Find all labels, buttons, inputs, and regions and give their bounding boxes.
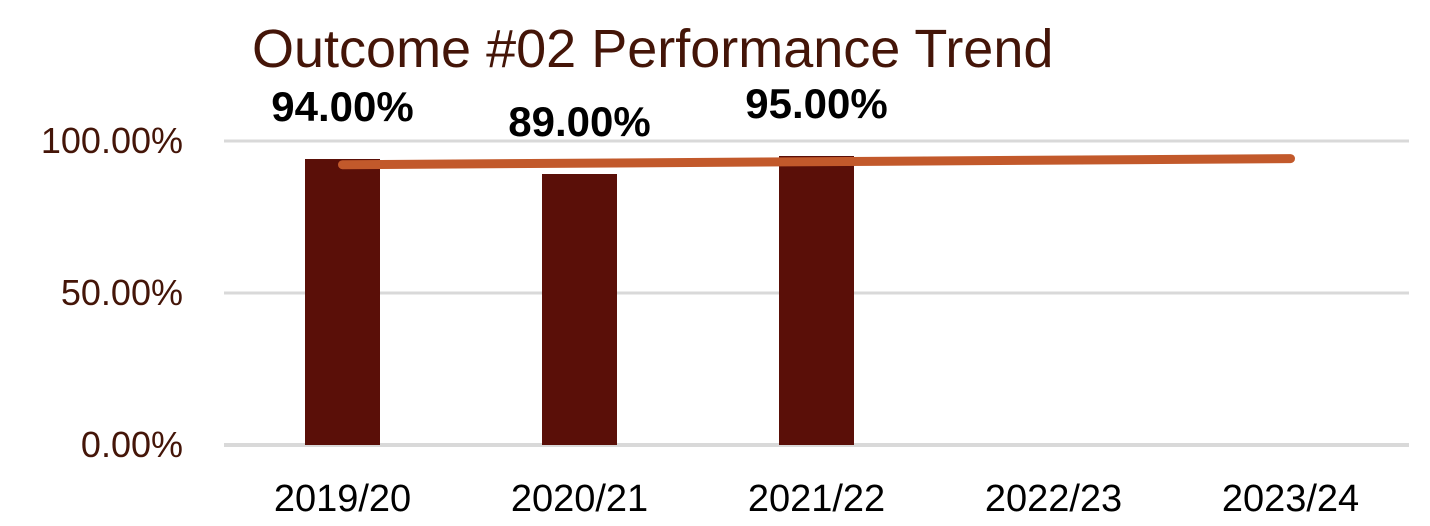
chart-title: Outcome #02 Performance Trend <box>252 19 1054 79</box>
y-tick-label: 100.00% <box>40 120 183 161</box>
bar-2021-22 <box>779 156 854 445</box>
data-label: 89.00% <box>508 98 651 146</box>
x-tick-label: 2019/20 <box>273 478 412 520</box>
y-tick-label: 0.00% <box>80 424 183 465</box>
x-tick-label: 2023/24 <box>1221 478 1360 520</box>
x-tick-label: 2021/22 <box>747 478 886 520</box>
bar-2019-20 <box>305 159 380 445</box>
bar-2020-21 <box>542 174 617 445</box>
data-label: 95.00% <box>745 80 888 128</box>
y-tick-label: 50.00% <box>60 272 183 313</box>
trendline <box>338 154 1295 170</box>
x-tick-label: 2020/21 <box>510 478 649 520</box>
data-label: 94.00% <box>271 83 414 131</box>
x-tick-label: 2022/23 <box>984 478 1123 520</box>
